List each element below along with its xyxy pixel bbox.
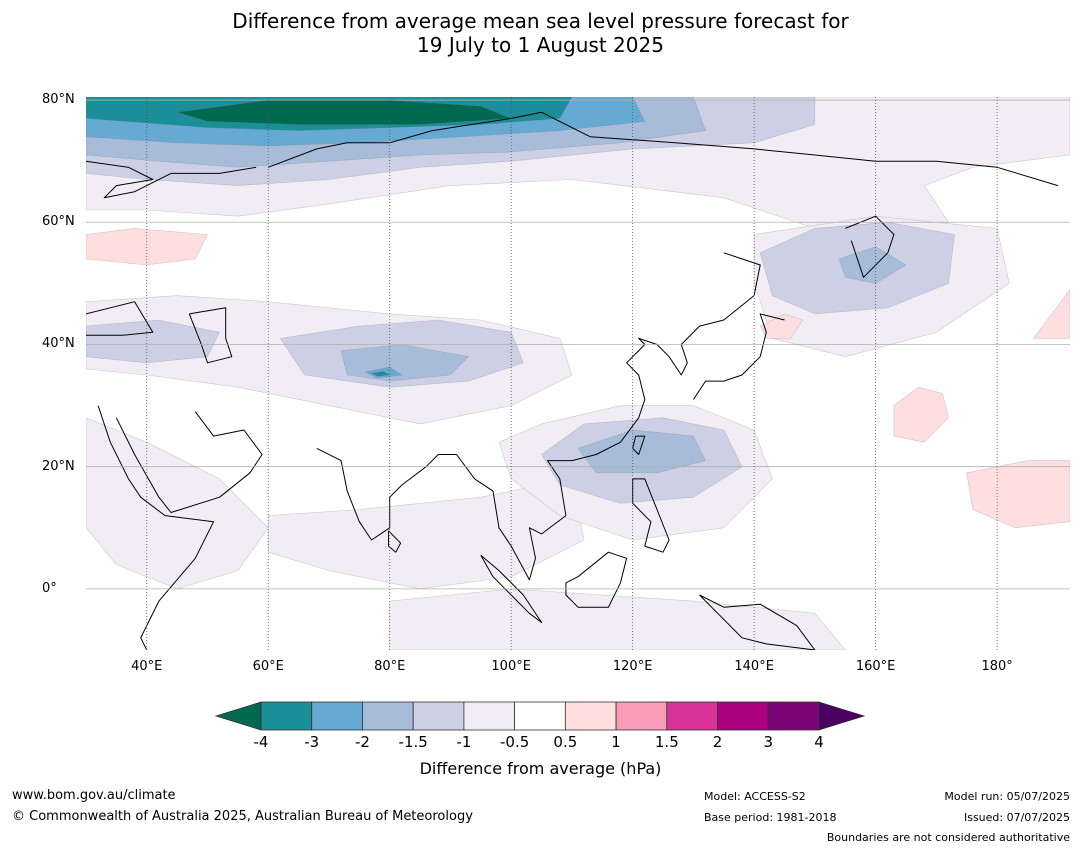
colorbar-tick: -2 — [354, 733, 370, 751]
colorbar-bins — [214, 701, 866, 731]
coastline-black-sea — [86, 301, 154, 336]
coastline-borneo — [565, 551, 628, 608]
coastline-taiwan — [632, 435, 646, 455]
lon-tick-label: 180° — [981, 659, 1013, 674]
coastline-india — [316, 447, 457, 541]
lon-tick-label: 100°E — [491, 659, 531, 674]
coastline-scandinavia — [86, 160, 257, 199]
colorbar-bin — [564, 701, 617, 731]
coastline-new-guinea — [699, 594, 816, 650]
lon-tick-label: 120°E — [612, 659, 653, 674]
anomaly-region-pacific-pink-3 — [1033, 289, 1070, 339]
footer-issued: Issued: 07/07/2025 — [963, 811, 1070, 824]
anomaly-region-himalaya-teal — [371, 371, 391, 377]
footer-copyright: © Commonwealth of Australia 2025, Austra… — [12, 809, 473, 824]
lon-tick-label: 40°E — [131, 659, 163, 674]
colorbar-tick: 1.5 — [654, 733, 679, 751]
colorbar-bin — [463, 701, 516, 731]
coastline-siberia — [268, 111, 1059, 187]
lat-tick-label: 0° — [42, 580, 57, 596]
colorbar-bin — [717, 701, 769, 731]
coastline-sri-lanka — [388, 530, 402, 553]
colorbar-tick: -3 — [304, 733, 320, 751]
footer-base-period: Base period: 1981-2018 — [704, 811, 837, 824]
colorbar-bin — [311, 701, 363, 731]
footer-disclaimer: Boundaries are not considered authoritat… — [826, 831, 1070, 844]
map-plot-area — [86, 97, 1070, 650]
colorbar-bin — [412, 701, 465, 731]
colorbar-bin — [514, 701, 566, 731]
colorbar-tick: 1 — [611, 733, 621, 751]
footer-model-run: Model run: 05/07/2025 — [944, 790, 1070, 803]
lon-tick-label: 60°E — [252, 659, 284, 674]
footer-model: Model: ACCESS-S2 — [704, 790, 806, 803]
colorbar-tick: 2 — [712, 733, 723, 751]
map-title-line-2: 19 July to 1 August 2025 — [417, 33, 664, 57]
map-title: Difference from average mean sea level p… — [0, 9, 1081, 57]
colorbar-label: Difference from average (hPa) — [419, 759, 662, 778]
colorbar-tick: 3 — [763, 733, 774, 751]
coastline-southeast-asia — [456, 252, 761, 581]
lat-tick-label: 60°N — [42, 214, 75, 230]
lon-tick-label: 160°E — [855, 659, 896, 674]
coastline-japan — [692, 313, 785, 400]
coastlines — [86, 111, 1059, 650]
colorbar-tick: -1 — [456, 733, 472, 751]
lon-tick-label: 140°E — [734, 659, 774, 674]
colorbar-bin — [615, 701, 668, 731]
map-title-line-1: Difference from average mean sea level p… — [232, 9, 849, 33]
lat-tick-label: 80°N — [42, 92, 75, 108]
anomaly-region-europe-pink — [86, 228, 208, 266]
colorbar-bin — [362, 701, 414, 731]
colorbar-bin — [260, 701, 313, 731]
colorbar-tick: -1.5 — [398, 733, 428, 751]
coastline-kamchatka — [845, 215, 895, 278]
anomaly-region-caspian-light — [86, 319, 220, 364]
anomaly-region-indian-ocean-lavender — [267, 478, 585, 590]
colorbar-above-extension — [818, 701, 866, 731]
lat-tick-label: 40°N — [42, 336, 75, 352]
colorbar-tick: -4 — [253, 733, 269, 751]
coastline-sumatra — [480, 554, 543, 623]
lon-tick-label: 80°E — [374, 659, 406, 674]
colorbar-bin — [767, 701, 820, 731]
colorbar-tick: -0.5 — [499, 733, 530, 751]
lat-tick-label: 20°N — [42, 458, 75, 474]
anomaly-shading — [86, 97, 1070, 650]
colorbar-below-extension — [214, 701, 262, 731]
coastline-philippines — [632, 478, 670, 553]
anomaly-region-pacific-pink-2 — [966, 460, 1070, 529]
colorbar-tick: 4 — [814, 733, 824, 751]
colorbar-bin — [666, 701, 718, 731]
anomaly-region-arabia-lavender — [86, 417, 269, 590]
graticule — [86, 97, 1070, 650]
colorbar-tick: 0.5 — [553, 733, 578, 751]
anomaly-region-pacific-pink-1 — [893, 386, 949, 443]
coastline-east-africa — [97, 405, 215, 650]
footer-website: www.bom.gov.au/climate — [12, 788, 176, 803]
